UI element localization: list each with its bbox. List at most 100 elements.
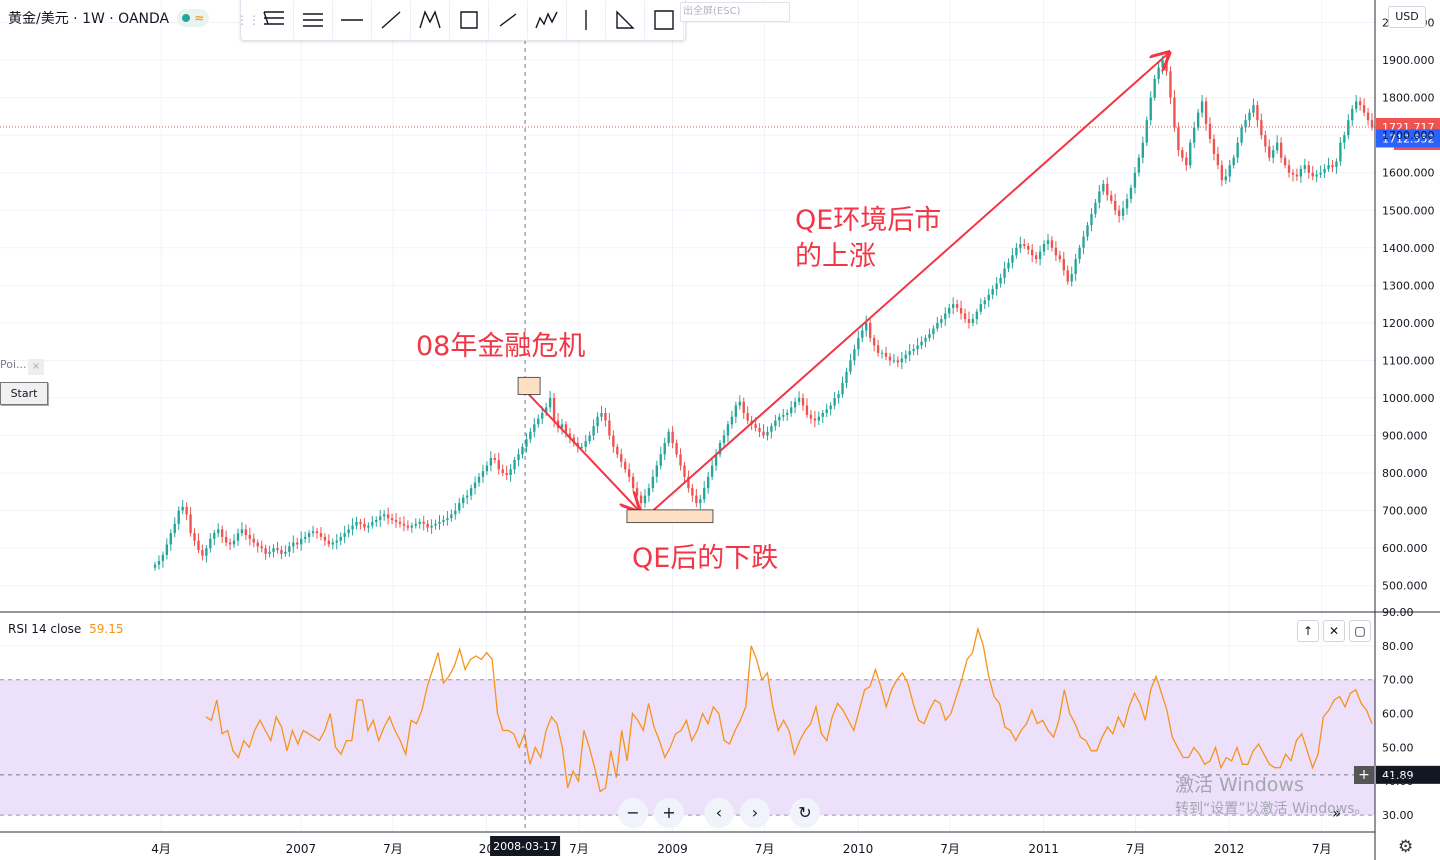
triangle-icon[interactable] [606, 1, 645, 39]
pattern-icon[interactable] [411, 1, 450, 39]
candle [1260, 113, 1263, 140]
price-tick-label: 1300.000 [1382, 279, 1435, 292]
start-button[interactable]: Start [0, 382, 48, 405]
candle [256, 539, 259, 553]
candle-body [805, 405, 809, 415]
move-up-icon[interactable]: ↑ [1297, 620, 1319, 642]
fib-icon[interactable] [255, 1, 294, 39]
zoom-out-button[interactable]: − [618, 798, 648, 828]
add-indicator-button[interactable]: + [1354, 766, 1374, 784]
segment-icon[interactable] [489, 1, 528, 39]
candle [1366, 108, 1370, 126]
candle-body [462, 497, 465, 504]
candle [631, 473, 635, 492]
candle [1133, 167, 1137, 194]
candle [951, 297, 955, 315]
annotation-qe-rise-1[interactable]: QE环境后市 [795, 205, 942, 236]
candle-body [639, 495, 643, 504]
annotation-crisis[interactable]: 08年金融危机 [416, 331, 586, 362]
candle-body [999, 277, 1002, 284]
close-pane-icon[interactable]: ✕ [1323, 620, 1345, 642]
candle-body [1015, 247, 1018, 256]
trend-line-icon[interactable] [372, 1, 411, 39]
candle-body [1169, 71, 1172, 98]
candle-body [525, 439, 528, 447]
annotation-qe-drop[interactable]: QE后的下跌 [632, 543, 779, 574]
scroll-to-end-button[interactable]: » [1332, 804, 1342, 822]
candle-body [920, 341, 923, 346]
candle [303, 531, 307, 543]
scroll-left-button[interactable]: ‹ [704, 798, 734, 828]
candle-body [959, 307, 963, 314]
candle [414, 518, 417, 529]
rsi-tick-label: 80.00 [1382, 640, 1414, 653]
candle-body [1311, 172, 1314, 177]
candle-body [347, 529, 350, 534]
elliott-icon[interactable] [528, 1, 567, 39]
candle-body [560, 424, 564, 429]
candle [513, 456, 516, 474]
candle [446, 511, 449, 526]
close-icon[interactable]: × [28, 359, 44, 375]
time-tick-label: 7月 [755, 842, 775, 856]
candle-body [446, 518, 449, 521]
candle [1082, 230, 1085, 255]
candle [971, 313, 975, 327]
candle [1355, 94, 1358, 113]
rsi-line [205, 626, 1373, 793]
candle [959, 300, 963, 320]
time-tick-label: 2011 [1028, 842, 1059, 856]
candle-body [948, 307, 951, 314]
exit-fullscreen-hint[interactable]: 出全屏(ESC) [680, 2, 790, 22]
reset-chart-button[interactable]: ↻ [790, 798, 820, 828]
rsi-tick-label: 50.00 [1382, 741, 1414, 754]
candle [307, 530, 311, 543]
candle-body [213, 533, 216, 539]
candle [402, 516, 406, 532]
parallel-channel-icon[interactable] [294, 1, 333, 39]
candle [805, 398, 809, 418]
scroll-right-button[interactable]: › [740, 798, 770, 828]
candle [181, 500, 184, 515]
candle [920, 336, 923, 350]
candle [568, 428, 572, 444]
candle [604, 408, 607, 427]
candle-body [1074, 259, 1077, 275]
candle-body [1193, 127, 1196, 143]
candle [782, 408, 785, 421]
time-tick-label: 20 [479, 842, 494, 856]
candle [406, 520, 410, 531]
box-icon[interactable] [645, 1, 684, 39]
maximize-pane-icon[interactable]: ▢ [1349, 620, 1371, 642]
candle-body [738, 401, 741, 406]
horizontal-line-icon[interactable] [333, 1, 372, 39]
candle-body [414, 523, 417, 526]
gear-icon[interactable]: ⚙ [1398, 837, 1414, 857]
symbol-label[interactable]: 黄金/美元 · 1W · OANDA [8, 11, 170, 27]
candle-body [1121, 208, 1125, 216]
vertical-line-icon[interactable] [567, 1, 606, 39]
rsi-legend[interactable]: RSI 14 close 59.15 [8, 622, 124, 636]
candle-body [944, 313, 947, 320]
candle [675, 439, 678, 458]
candle [944, 307, 947, 326]
drag-handle-icon[interactable]: ⋮⋮ [236, 13, 260, 27]
candle [845, 367, 848, 389]
candle [726, 420, 730, 443]
candle-body [1011, 255, 1014, 263]
candle-body [153, 564, 157, 568]
candle-body [1054, 247, 1058, 256]
candle [710, 458, 714, 481]
candle [327, 534, 331, 548]
candle [288, 541, 291, 557]
zoom-in-button[interactable]: + [654, 798, 684, 828]
rectangle-icon[interactable] [450, 1, 489, 39]
candle [1062, 251, 1065, 276]
market-status-pill[interactable]: ≈ [177, 9, 210, 27]
candle [1169, 66, 1172, 105]
candle-body [912, 349, 915, 352]
annotation-qe-rise-2[interactable]: 的上涨 [795, 241, 876, 272]
currency-button[interactable]: USD [1388, 6, 1426, 28]
